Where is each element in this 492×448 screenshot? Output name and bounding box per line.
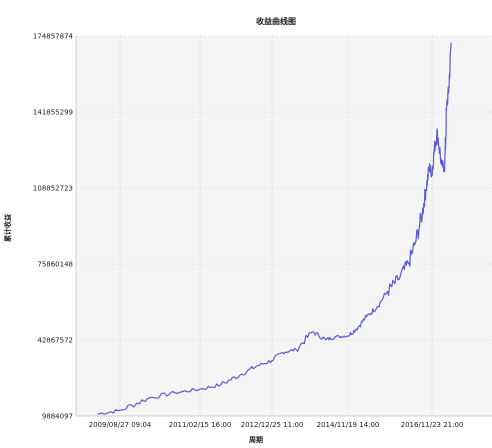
y-axis-label: 累计收益 xyxy=(3,214,12,242)
equity-line xyxy=(97,42,452,415)
x-tick-label: 2009/08/27 09:04 xyxy=(89,421,152,429)
y-tick-label: 108852723 xyxy=(33,185,73,193)
y-tick-labels: 9884097 42867572 75860148 108852723 14185529… xyxy=(33,33,74,421)
plot-area xyxy=(76,36,492,416)
chart-title: 收益曲线图 xyxy=(256,16,296,26)
x-axis-label: 周期 xyxy=(249,435,263,444)
x-tick-label: 2011/02/15 16:00 xyxy=(169,421,232,429)
x-gridlines xyxy=(119,36,433,416)
x-tick-labels: 2009/08/27 09:04 2011/02/15 16:00 2012/12/… xyxy=(89,421,464,429)
x-tick-label: 2012/12/25 11:00 xyxy=(241,421,304,429)
y-tick-label: 75860148 xyxy=(37,261,73,269)
x-tick-label: 2016/11/23 21:00 xyxy=(401,421,464,429)
y-tick-label: 174857874 xyxy=(33,33,74,41)
y-tick-label: 9884097 xyxy=(42,413,73,421)
y-tick-label: 42867572 xyxy=(37,337,73,345)
y-tick-label: 141855299 xyxy=(33,109,73,117)
x-tick-label: 2014/11/19 14:00 xyxy=(317,421,380,429)
